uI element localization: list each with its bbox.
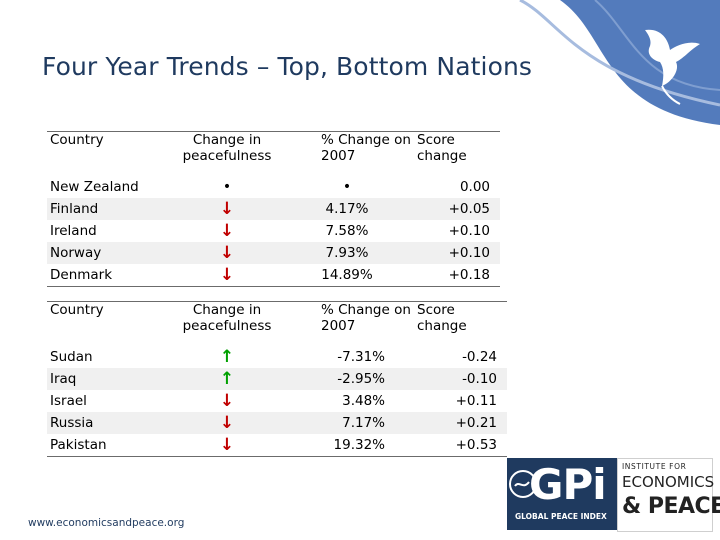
country-name: Sudan	[50, 349, 93, 365]
header-score-line2: change	[417, 318, 467, 334]
score-change: +0.18	[417, 264, 500, 287]
header-pct-line1: % Change on	[321, 302, 411, 318]
header-pct-line2: 2007	[321, 318, 356, 334]
table-row: Pakistan ↓ 19.32% +0.53	[47, 434, 507, 457]
arrow-down-icon: ↓	[219, 264, 235, 285]
country-name: Denmark	[47, 264, 177, 287]
top-nations-table: Country Change in peacefulness % Change …	[47, 131, 500, 287]
header-change: Change in peacefulness	[177, 131, 277, 176]
header-change: Change in peacefulness	[177, 301, 277, 346]
gpi-name: GLOBAL PEACE INDEX	[515, 512, 607, 521]
country-name: New Zealand	[50, 179, 139, 195]
table-row: Russia ↓ 7.17% +0.21	[47, 412, 507, 434]
iep-line2: ECONOMICS	[622, 473, 715, 491]
header-pct-line2: 2007	[321, 148, 356, 164]
header-change-line1: Change in	[192, 302, 262, 318]
country-name: Pakistan	[47, 434, 177, 457]
slide-title: Four Year Trends – Top, Bottom Nations	[42, 52, 533, 81]
arrow-up-icon: ↑	[219, 346, 235, 367]
score-change: +0.05	[417, 198, 500, 220]
header-score-line1: Score	[417, 302, 455, 318]
header-country: Country	[47, 301, 177, 346]
iep-line3: & PEACE	[622, 494, 720, 519]
table-row: New Zealand • • 0.00	[47, 176, 500, 198]
table-row: Iraq ↑ -2.95% -0.10	[47, 368, 507, 390]
score-change: +0.21	[417, 412, 507, 434]
pct-change: 19.32%	[277, 434, 417, 457]
footer-url[interactable]: www.economicsandpeace.org	[28, 517, 185, 529]
table-row: Norway ↓ 7.93% +0.10	[47, 242, 500, 264]
arrow-down-icon: ↓	[219, 412, 235, 433]
header-score-line1: Score	[417, 132, 455, 148]
pct-change: -7.31%	[337, 349, 385, 365]
country-name: Russia	[47, 412, 177, 434]
header-change-line1: Change in	[192, 132, 262, 148]
header-score-line2: change	[417, 148, 467, 164]
table-row: Denmark ↓ 14.89% +0.18	[47, 264, 500, 287]
dove-icon	[645, 29, 700, 105]
arrow-down-icon: ↓	[219, 220, 235, 241]
score-change: 0.00	[459, 179, 490, 195]
no-change-dot-icon: •	[222, 179, 232, 195]
score-change: +0.10	[417, 242, 500, 264]
pct-change: 7.17%	[277, 412, 417, 434]
globe-icon	[509, 470, 535, 498]
arrow-down-icon: ↓	[219, 434, 235, 455]
table-row: Finland ↓ 4.17% +0.05	[47, 198, 500, 220]
score-change: +0.11	[455, 393, 497, 409]
table-header-row: Country Change in peacefulness % Change …	[47, 131, 500, 176]
pct-change: •	[342, 179, 352, 195]
pct-change: -2.95%	[277, 368, 417, 390]
iep-line1: INSTITUTE FOR	[622, 462, 687, 471]
country-name: Finland	[47, 198, 177, 220]
score-change: -0.24	[462, 349, 497, 365]
table-header-row: Country Change in peacefulness % Change …	[47, 301, 507, 346]
corner-decoration	[519, 0, 720, 125]
table-row: Sudan ↑ -7.31% -0.24	[47, 346, 507, 368]
pct-change: 3.48%	[342, 393, 385, 409]
pct-change: 7.93%	[277, 242, 417, 264]
header-pct: % Change on 2007	[277, 301, 417, 346]
table-row: Ireland ↓ 7.58% +0.10	[47, 220, 500, 242]
country-name: Norway	[47, 242, 177, 264]
arrow-down-icon: ↓	[219, 390, 235, 411]
score-change: -0.10	[417, 368, 507, 390]
score-change: +0.53	[417, 434, 507, 457]
header-score: Score change	[417, 301, 507, 346]
gpi-mark: GPi	[529, 460, 607, 509]
header-change-line2: peacefulness	[182, 148, 272, 164]
header-pct: % Change on 2007	[277, 131, 417, 176]
country-name: Ireland	[50, 223, 97, 239]
header-country: Country	[47, 131, 177, 176]
pct-change: 7.58%	[325, 223, 369, 239]
header-score: Score change	[417, 131, 500, 176]
pct-change: 4.17%	[277, 198, 417, 220]
iep-logo: INSTITUTE FOR ECONOMICS & PEACE	[617, 458, 720, 532]
country-name: Israel	[50, 393, 87, 409]
table-row: Israel ↓ 3.48% +0.11	[47, 390, 507, 412]
header-change-line2: peacefulness	[182, 318, 272, 334]
arrow-down-icon: ↓	[219, 198, 235, 219]
score-change: +0.10	[448, 223, 490, 239]
arrow-down-icon: ↓	[219, 242, 235, 263]
arrow-up-icon: ↑	[219, 368, 235, 389]
pct-change: 14.89%	[277, 264, 417, 287]
country-name: Iraq	[47, 368, 177, 390]
bottom-nations-table: Country Change in peacefulness % Change …	[47, 301, 507, 457]
header-pct-line1: % Change on	[321, 132, 411, 148]
gpi-logo: GPi GLOBAL PEACE INDEX	[507, 458, 617, 530]
